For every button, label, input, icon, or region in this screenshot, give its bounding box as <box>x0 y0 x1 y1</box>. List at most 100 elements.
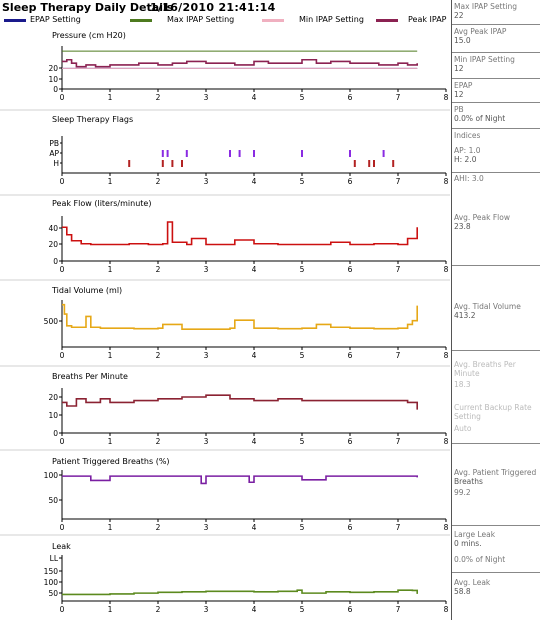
sidebar-divider <box>452 102 540 103</box>
flag-mark <box>238 150 241 157</box>
y-tick-label: 10 <box>48 75 58 84</box>
x-tick-label: 8 <box>444 265 449 274</box>
x-tick-label: 8 <box>444 437 449 446</box>
x-tick-label: 4 <box>252 523 257 532</box>
y-tick-label: H <box>53 159 59 168</box>
series-line <box>62 394 419 410</box>
sidebar-stat: Avg. Patient Triggered Breaths <box>452 468 540 486</box>
x-tick-label: 5 <box>300 437 305 446</box>
flag-mark <box>353 160 356 167</box>
sidebar-stat-label: Indices <box>454 131 481 140</box>
chart-title: Patient Triggered Breaths (%) <box>52 457 170 466</box>
x-tick-label: 6 <box>348 523 353 532</box>
sidebar-stat-label: AP: 1.0 <box>454 146 481 155</box>
flag-mark <box>373 160 375 167</box>
x-tick-label: 4 <box>252 177 257 186</box>
sidebar-stat-label: 0.0% of Night <box>454 555 506 564</box>
x-tick-label: 2 <box>156 523 161 532</box>
x-tick-label: 0 <box>60 265 65 274</box>
x-tick-label: 1 <box>108 523 113 532</box>
sidebar-divider <box>452 78 540 79</box>
x-tick-label: 7 <box>396 265 401 274</box>
y-tick-label: 40 <box>48 224 58 233</box>
sidebar-stat-value: 12 <box>454 64 464 73</box>
sidebar-stat-value: Minute <box>454 369 480 378</box>
y-tick-label: 20 <box>48 393 58 402</box>
sidebar-stat: Avg. Breaths Per Minute <box>452 360 540 378</box>
legend-label: Peak IPAP <box>408 15 447 24</box>
report-datetime: 1/16/2010 21:41:14 <box>150 1 276 14</box>
y-tick-label: PB <box>49 139 59 148</box>
x-tick-label: 5 <box>300 265 305 274</box>
sidebar-stat-label: EPAP <box>454 81 473 90</box>
flag-mark <box>166 150 169 157</box>
sidebar-stat-value: H: 2.0 <box>454 155 477 164</box>
sidebar-stat-label: Current Backup Rate <box>454 403 532 412</box>
sidebar-stat-value: 0.0% of Night <box>454 114 506 123</box>
sidebar-divider <box>452 443 540 444</box>
sidebar-stat-label: Avg. Breaths Per <box>454 360 516 369</box>
x-tick-label: 5 <box>300 177 305 186</box>
x-tick-label: 6 <box>348 93 353 102</box>
x-tick-label: 4 <box>252 437 257 446</box>
flag-mark <box>392 160 395 167</box>
flag-mark <box>161 160 164 167</box>
flag-mark <box>161 150 164 157</box>
y-tick-label: 10 <box>48 411 58 420</box>
chart-title: Tidal Volume (ml) <box>51 286 122 295</box>
series-line <box>62 221 419 246</box>
sidebar-stat-label: Avg Peak IPAP <box>454 27 507 36</box>
x-tick-label: 8 <box>444 523 449 532</box>
sidebar-stat-label: Avg. Tidal Volume <box>454 302 521 311</box>
sidebar-stat: Min IPAP Setting 12 <box>452 55 540 73</box>
x-tick-label: 7 <box>396 93 401 102</box>
chart-title: Peak Flow (liters/minute) <box>52 199 151 208</box>
sidebar-divider <box>452 350 540 351</box>
sidebar-stat: EPAP 12 <box>452 81 540 99</box>
flag-mark <box>253 150 255 157</box>
y-tick-label: 150 <box>44 567 59 576</box>
series-line <box>62 58 419 68</box>
x-tick-label: 2 <box>156 93 161 102</box>
flag-mark <box>181 160 183 167</box>
x-tick-label: 3 <box>204 351 209 360</box>
sidebar-stat-value: 23.8 <box>454 222 471 231</box>
x-tick-label: 0 <box>60 437 65 446</box>
x-tick-label: 5 <box>300 93 305 102</box>
x-tick-label: 0 <box>60 351 65 360</box>
legend-label: Max IPAP Setting <box>167 15 235 24</box>
y-tick-label: 50 <box>48 589 58 598</box>
legend-label: EPAP Setting <box>30 15 81 24</box>
x-tick-label: 3 <box>204 265 209 274</box>
sidebar-stat-value: 12 <box>454 90 464 99</box>
x-tick-label: 7 <box>396 177 401 186</box>
sidebar-stat-label: 99.2 <box>454 488 471 497</box>
x-tick-label: 3 <box>204 177 209 186</box>
x-tick-label: 6 <box>348 351 353 360</box>
x-tick-label: 1 <box>108 437 113 446</box>
x-tick-label: 6 <box>348 177 353 186</box>
sidebar-stat: Avg. Peak Flow 23.8 <box>452 213 540 231</box>
x-tick-label: 2 <box>156 177 161 186</box>
x-tick-label: 2 <box>156 265 161 274</box>
y-tick-label: 500 <box>44 317 59 326</box>
series-line <box>62 589 419 596</box>
x-tick-label: 1 <box>108 93 113 102</box>
chart-title: Sleep Therapy Flags <box>52 115 133 124</box>
sidebar-stat: Large Leak 0 mins. <box>452 530 540 548</box>
sidebar-stat: AHI: 3.0 <box>452 174 540 183</box>
sidebar-stat: Avg. Tidal Volume 413.2 <box>452 302 540 320</box>
sidebar-divider <box>452 24 540 25</box>
sidebar-divider <box>452 172 540 173</box>
sidebar-stat-value: 413.2 <box>454 311 476 320</box>
legend-label: Min IPAP Setting <box>299 15 364 24</box>
sidebar-divider <box>452 52 540 53</box>
sidebar-stat: Current Backup Rate Setting <box>452 403 540 421</box>
sidebar-stat: Avg Peak IPAP 15.0 <box>452 27 540 45</box>
x-tick-label: 0 <box>60 93 65 102</box>
x-tick-label: 2 <box>156 351 161 360</box>
sidebar-stat-label: Avg. Peak Flow <box>454 213 510 222</box>
x-tick-label: 7 <box>396 437 401 446</box>
y-tick-label: 0 <box>53 257 58 266</box>
